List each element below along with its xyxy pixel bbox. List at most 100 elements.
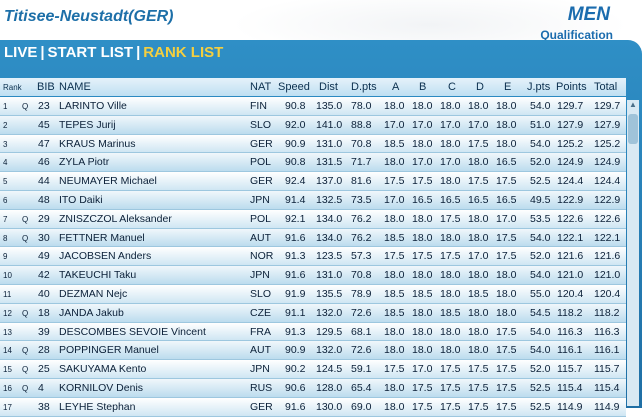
cell-d: 18.0 — [468, 306, 489, 319]
cell-rank: 6 — [3, 195, 8, 205]
cell-b: 18.0 — [412, 325, 433, 338]
scrollbar-thumb[interactable] — [628, 114, 638, 144]
cell-a: 18.5 — [384, 306, 405, 319]
cell-a: 17.0 — [384, 193, 405, 206]
cell-jpts: 54.5 — [530, 306, 551, 319]
tab-rank-list[interactable]: RANK LIST — [143, 44, 224, 61]
table-row[interactable]: 3 47 KRAUS Marinus GER 90.9 131.0 70.8 18.5 18.0… — [0, 134, 626, 154]
col-d: D — [476, 81, 484, 93]
table-row[interactable]: 17 38 LEYHE Stephan GER 91.6 130.0 69.0 18.0 17.… — [0, 397, 626, 417]
cell-nat: FIN — [250, 100, 267, 112]
cell-name: DEZMAN Nejc — [59, 287, 128, 300]
cell-dist: 130.0 — [316, 400, 343, 413]
cell-e: 17.5 — [496, 381, 517, 394]
cell-points: 114.9 — [557, 400, 583, 413]
tab-bar: LIVE | START LIST | RANK LIST — [4, 44, 223, 64]
cell-name: NEUMAYER Michael — [59, 175, 157, 188]
cell-bib: 30 — [38, 231, 50, 244]
table-row[interactable]: 7 Q 29 ZNISZCZOL Aleksander POL 92.1 134.0 76.2… — [0, 209, 626, 229]
cell-e: 17.5 — [496, 325, 517, 338]
cell-b: 17.5 — [412, 250, 433, 263]
gender-label: MEN — [567, 4, 610, 25]
cell-a: 17.5 — [384, 363, 405, 376]
cell-points: 115.7 — [557, 363, 583, 376]
table-row[interactable]: 13 39 DESCOMBES SEVOIE Vincent FRA 91.3 129.5… — [0, 322, 626, 342]
cell-a: 18.5 — [384, 287, 405, 300]
cell-bib: 28 — [38, 344, 50, 357]
cell-name: POPPINGER Manuel — [59, 344, 159, 357]
cell-a: 18.0 — [384, 156, 405, 169]
table-row[interactable]: 2 45 TEPES Jurij SLO 92.0 141.0 88.8 17.0 17.0 17… — [0, 115, 626, 135]
scroll-up-arrow-icon[interactable]: ▲ — [629, 100, 637, 109]
col-rank: Rank — [3, 83, 22, 92]
cell-c: 18.0 — [440, 231, 461, 244]
col-total: Total — [594, 81, 618, 93]
cell-b: 18.0 — [412, 269, 433, 282]
col-a: A — [392, 81, 400, 93]
cell-b: 17.5 — [412, 400, 433, 413]
scrollbar[interactable]: ▲ — [627, 100, 639, 406]
col-e: E — [504, 81, 512, 93]
col-jpts: J.pts — [527, 81, 551, 93]
cell-jpts: 52.0 — [530, 250, 551, 263]
cell-e: 17.0 — [496, 212, 517, 225]
cell-name: LEYHE Stephan — [59, 400, 136, 413]
cell-dist: 128.0 — [316, 381, 343, 394]
cell-rank: 14 — [3, 346, 12, 356]
cell-c: 18.0 — [440, 344, 461, 357]
cell-speed: 91.6 — [285, 269, 306, 282]
table-row[interactable]: 15 Q 25 SAKUYAMA Kento JPN 90.2 124.5 59.1 17.5 1… — [0, 360, 626, 379]
cell-dist: 131.5 — [316, 156, 343, 169]
cell-d: 17.5 — [468, 137, 489, 150]
cell-points: 116.3 — [557, 325, 583, 338]
cell-jpts: 52.5 — [530, 175, 551, 188]
cell-b: 18.0 — [412, 231, 433, 244]
cell-jpts: 52.5 — [530, 381, 551, 394]
table-row[interactable]: 9 49 JACOBSEN Anders NOR 91.3 123.5 57.3 17.5 17… — [0, 247, 626, 267]
col-name: NAME — [59, 81, 91, 93]
cell-dpts: 76.2 — [351, 212, 372, 225]
cell-rank: 11 — [3, 289, 12, 299]
cell-total: 116.3 — [594, 325, 620, 338]
cell-b: 18.5 — [412, 287, 433, 300]
tab-live[interactable]: LIVE — [4, 44, 38, 61]
cell-b: 18.0 — [412, 100, 433, 112]
cell-nat: SLO — [250, 287, 272, 300]
cell-total: 116.1 — [594, 344, 620, 357]
cell-bib: 4 — [38, 381, 44, 394]
table-row[interactable]: 10 42 TAKEUCHI Taku JPN 91.6 131.0 70.8 18.0 18.… — [0, 266, 626, 285]
cell-total: 122.9 — [594, 193, 621, 206]
cell-b: 18.0 — [412, 212, 433, 225]
table-row[interactable]: 8 Q 30 FETTNER Manuel AUT 91.6 134.0 76.2 18.5 18… — [0, 228, 626, 248]
cell-dpts: 78.0 — [351, 100, 372, 112]
cell-d: 18.0 — [468, 325, 489, 338]
cell-e: 18.0 — [496, 100, 517, 112]
cell-nat: NOR — [250, 250, 274, 263]
cell-rank: 12 — [3, 308, 12, 318]
table-row[interactable]: 6 48 ITO Daiki JPN 91.4 132.5 73.5 17.0 16.5 16.5… — [0, 190, 626, 210]
table-row[interactable]: 4 46 ZYLA Piotr POL 90.8 131.5 71.7 18.0 17.0 17.… — [0, 153, 626, 173]
cell-nat: GER — [250, 400, 273, 413]
cell-dist: 132.0 — [316, 344, 343, 357]
cell-q: Q — [22, 365, 29, 375]
cell-total: 120.4 — [594, 287, 621, 300]
cell-a: 18.0 — [384, 212, 405, 225]
cell-points: 124.9 — [557, 156, 584, 169]
cell-points: 122.9 — [557, 193, 584, 206]
cell-c: 17.5 — [440, 250, 461, 263]
table-row[interactable]: 16 Q 4 KORNILOV Denis RUS 90.6 128.0 65.4 18.0 17… — [0, 378, 626, 398]
table-row[interactable]: 14 Q 28 POPPINGER Manuel AUT 90.9 132.0 72.6 18.… — [0, 341, 626, 361]
cell-name: ZNISZCZOL Aleksander — [59, 212, 172, 225]
cell-jpts: 51.0 — [530, 118, 551, 131]
cell-bib: 48 — [38, 193, 50, 206]
cell-dpts: 72.6 — [351, 306, 372, 319]
table-row[interactable]: 5 44 NEUMAYER Michael GER 92.4 137.0 81.6 17.5 1… — [0, 172, 626, 191]
cell-c: 17.5 — [440, 212, 461, 225]
table-row[interactable]: 12 Q 18 JANDA Jakub CZE 91.1 132.0 72.6 18.5 18.0… — [0, 303, 626, 323]
table-row[interactable]: 11 40 DEZMAN Nejc SLO 91.9 135.5 78.9 18.5 18.5 1… — [0, 284, 626, 304]
table-row[interactable]: 1 Q 23 LARINTO Ville FIN 90.8 135.0 78.0 18.0 18.… — [0, 97, 626, 116]
cell-c: 17.5 — [440, 381, 461, 394]
cell-dist: 141.0 — [316, 118, 343, 131]
tab-start-list[interactable]: START LIST — [47, 44, 134, 61]
cell-total: 122.1 — [594, 231, 621, 244]
